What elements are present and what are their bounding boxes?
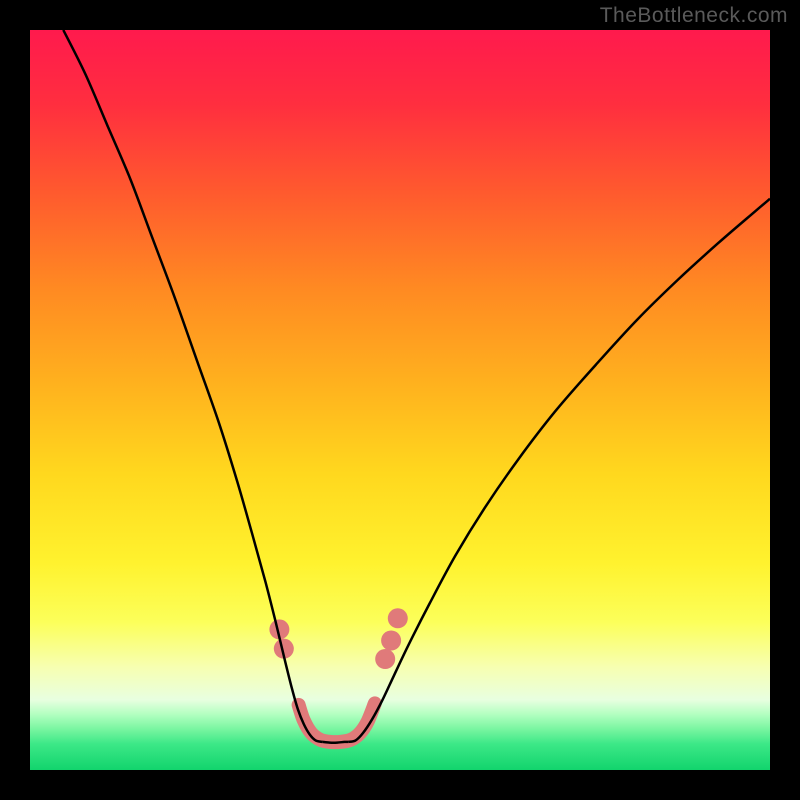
bead: [388, 608, 408, 628]
chart-svg: [0, 0, 800, 800]
watermark-text: TheBottleneck.com: [600, 4, 788, 28]
chart-root: TheBottleneck.com: [0, 0, 800, 800]
bead: [375, 649, 395, 669]
plot-area: [30, 30, 770, 770]
bead: [381, 631, 401, 651]
bottleneck-curve-bottom: [322, 742, 348, 743]
gradient-background: [30, 30, 770, 770]
